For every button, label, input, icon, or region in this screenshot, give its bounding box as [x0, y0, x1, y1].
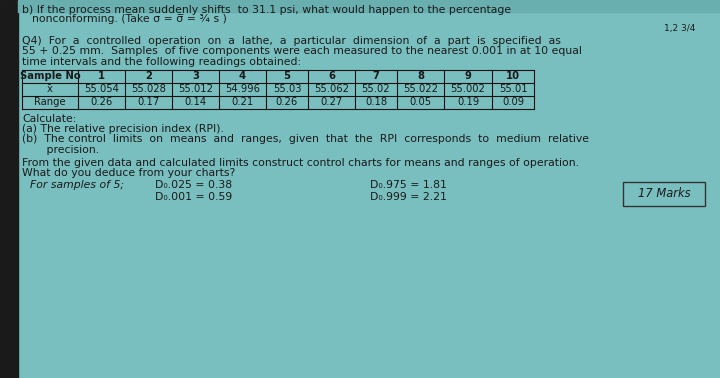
Text: Sample No: Sample No — [19, 71, 81, 81]
Text: 55.062: 55.062 — [314, 84, 349, 94]
Text: 0.19: 0.19 — [457, 97, 479, 107]
Text: 7: 7 — [372, 71, 379, 81]
Text: 55.01: 55.01 — [499, 84, 527, 94]
Text: 0.21: 0.21 — [231, 97, 253, 107]
Bar — [0, 0, 18, 378]
Text: 9: 9 — [464, 71, 472, 81]
Text: What do you deduce from your charts?: What do you deduce from your charts? — [22, 168, 235, 178]
Text: (b)  The control  limits  on  means  and  ranges,  given  that  the  RPI  corres: (b) The control limits on means and rang… — [22, 135, 589, 144]
Text: From the given data and calculated limits construct control charts for means and: From the given data and calculated limit… — [22, 158, 579, 167]
Text: 0.17: 0.17 — [138, 97, 160, 107]
Text: 2: 2 — [145, 71, 152, 81]
FancyBboxPatch shape — [623, 181, 705, 206]
Text: 55.02: 55.02 — [361, 84, 390, 94]
Text: precision.: precision. — [22, 145, 99, 155]
Text: 0.26: 0.26 — [91, 97, 112, 107]
Text: nonconforming. (Take σ = σ̅ = ¾ s ): nonconforming. (Take σ = σ̅ = ¾ s ) — [32, 14, 227, 24]
Text: 55 + 0.25 mm.  Samples  of five components were each measured to the nearest 0.0: 55 + 0.25 mm. Samples of five components… — [22, 46, 582, 56]
Text: 8: 8 — [417, 71, 424, 81]
Text: 0.09: 0.09 — [502, 97, 524, 107]
Text: 1,2 3/4: 1,2 3/4 — [664, 24, 695, 33]
Text: (a) The relative precision index (RPI).: (a) The relative precision index (RPI). — [22, 124, 224, 134]
Text: b) If the process mean suddenly shifts  to 31.1 psi, what would happen to the pe: b) If the process mean suddenly shifts t… — [22, 5, 511, 15]
Text: 17 Marks: 17 Marks — [638, 187, 690, 200]
Text: Calculate:: Calculate: — [22, 113, 76, 124]
Text: 55.012: 55.012 — [178, 84, 213, 94]
Text: 0.18: 0.18 — [365, 97, 387, 107]
Text: 4: 4 — [239, 71, 246, 81]
Text: 55.022: 55.022 — [403, 84, 438, 94]
Text: For samples of 5;: For samples of 5; — [30, 181, 124, 191]
Text: 5: 5 — [284, 71, 290, 81]
Text: 0.27: 0.27 — [320, 97, 343, 107]
Bar — [18, 0, 720, 12]
Text: 0.05: 0.05 — [410, 97, 431, 107]
Text: 55.03: 55.03 — [273, 84, 301, 94]
Text: D₀.025 = 0.38: D₀.025 = 0.38 — [155, 181, 232, 191]
Text: 0.14: 0.14 — [184, 97, 207, 107]
Text: 54.996: 54.996 — [225, 84, 260, 94]
Text: 6: 6 — [328, 71, 335, 81]
Text: 55.002: 55.002 — [451, 84, 485, 94]
Text: D₀.975 = 1.81: D₀.975 = 1.81 — [370, 181, 447, 191]
Text: x̄: x̄ — [47, 84, 53, 94]
Text: 55.054: 55.054 — [84, 84, 119, 94]
Text: 0.26: 0.26 — [276, 97, 298, 107]
Text: 10: 10 — [506, 71, 520, 81]
Text: 3: 3 — [192, 71, 199, 81]
Text: time intervals and the following readings obtained:: time intervals and the following reading… — [22, 57, 301, 67]
Text: D₀.999 = 2.21: D₀.999 = 2.21 — [370, 192, 447, 203]
Text: D₀.001 = 0.59: D₀.001 = 0.59 — [155, 192, 233, 203]
Text: Q4)  For  a  controlled  operation  on  a  lathe,  a  particular  dimension  of : Q4) For a controlled operation on a lath… — [22, 36, 561, 46]
Text: Range: Range — [34, 97, 66, 107]
Text: 1: 1 — [98, 71, 105, 81]
Text: 55.028: 55.028 — [131, 84, 166, 94]
